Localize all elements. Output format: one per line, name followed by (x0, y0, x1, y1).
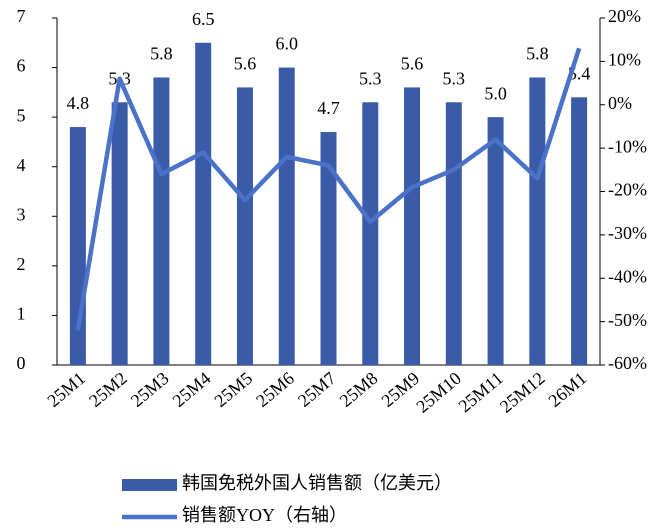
x-tick-label: 25M10 (412, 368, 465, 417)
bar (487, 117, 504, 366)
y2-tick-label: -30% (608, 223, 647, 243)
y2-tick-label: -40% (608, 266, 647, 286)
bar-value-label: 6.5 (192, 9, 215, 29)
x-tick-label: 25M5 (210, 368, 256, 411)
bar (404, 87, 421, 366)
bar (320, 132, 337, 365)
x-tick-label: 25M12 (496, 368, 549, 417)
bar-value-label: 4.8 (67, 93, 90, 113)
bar (529, 77, 546, 365)
bar (236, 87, 253, 366)
bar (153, 77, 170, 365)
bar (362, 102, 379, 366)
legend-swatch (122, 479, 177, 491)
legend-label: 销售额YOY（右轴） (182, 505, 347, 525)
y2-tick-label: 10% (608, 50, 641, 70)
bar (571, 97, 588, 366)
y2-tick-label: 0% (608, 93, 632, 113)
bar-value-label: 6.0 (275, 34, 298, 54)
bar (111, 102, 128, 366)
y2-tick-label: 20% (608, 6, 641, 26)
y-tick-label: 7 (17, 6, 26, 26)
y2-tick-label: -60% (608, 353, 647, 373)
bar-value-label: 5.8 (526, 44, 549, 64)
x-tick-label: 25M3 (127, 368, 173, 411)
legend-label: 韩国免税外国人销售额（亿美元） (182, 473, 452, 493)
bar-value-label: 5.8 (150, 44, 173, 64)
bar-value-label: 5.3 (359, 68, 382, 88)
bar-value-label: 4.7 (317, 98, 340, 118)
y-tick-label: 4 (17, 155, 26, 175)
x-tick-label: 25M7 (294, 368, 340, 411)
x-tick-label: 25M6 (252, 368, 298, 411)
y-tick-label: 6 (17, 56, 26, 76)
x-tick-label: 25M1 (43, 368, 89, 411)
bar-value-label: 5.6 (401, 54, 424, 74)
bar (278, 67, 295, 366)
y2-tick-label: -20% (608, 180, 647, 200)
bar-value-label: 5.0 (484, 83, 507, 103)
bar-value-label: 5.3 (443, 68, 466, 88)
y-tick-label: 3 (17, 204, 26, 224)
line (75, 47, 582, 331)
y-tick-label: 1 (17, 304, 26, 324)
bar-value-label: 5.6 (234, 54, 257, 74)
x-tick-label: 25M8 (336, 368, 382, 411)
y-tick-label: 5 (17, 105, 26, 125)
y2-tick-label: -10% (608, 136, 647, 156)
bar (445, 102, 462, 366)
x-tick-label: 25M2 (85, 368, 131, 411)
x-tick-label: 25M11 (455, 368, 507, 416)
x-tick-label: 25M4 (169, 368, 215, 411)
y2-tick-label: -50% (608, 310, 647, 330)
y-tick-label: 2 (17, 254, 26, 274)
x-tick-label: 26M1 (545, 368, 591, 411)
bar (195, 42, 212, 366)
y-tick-label: 0 (17, 353, 26, 373)
